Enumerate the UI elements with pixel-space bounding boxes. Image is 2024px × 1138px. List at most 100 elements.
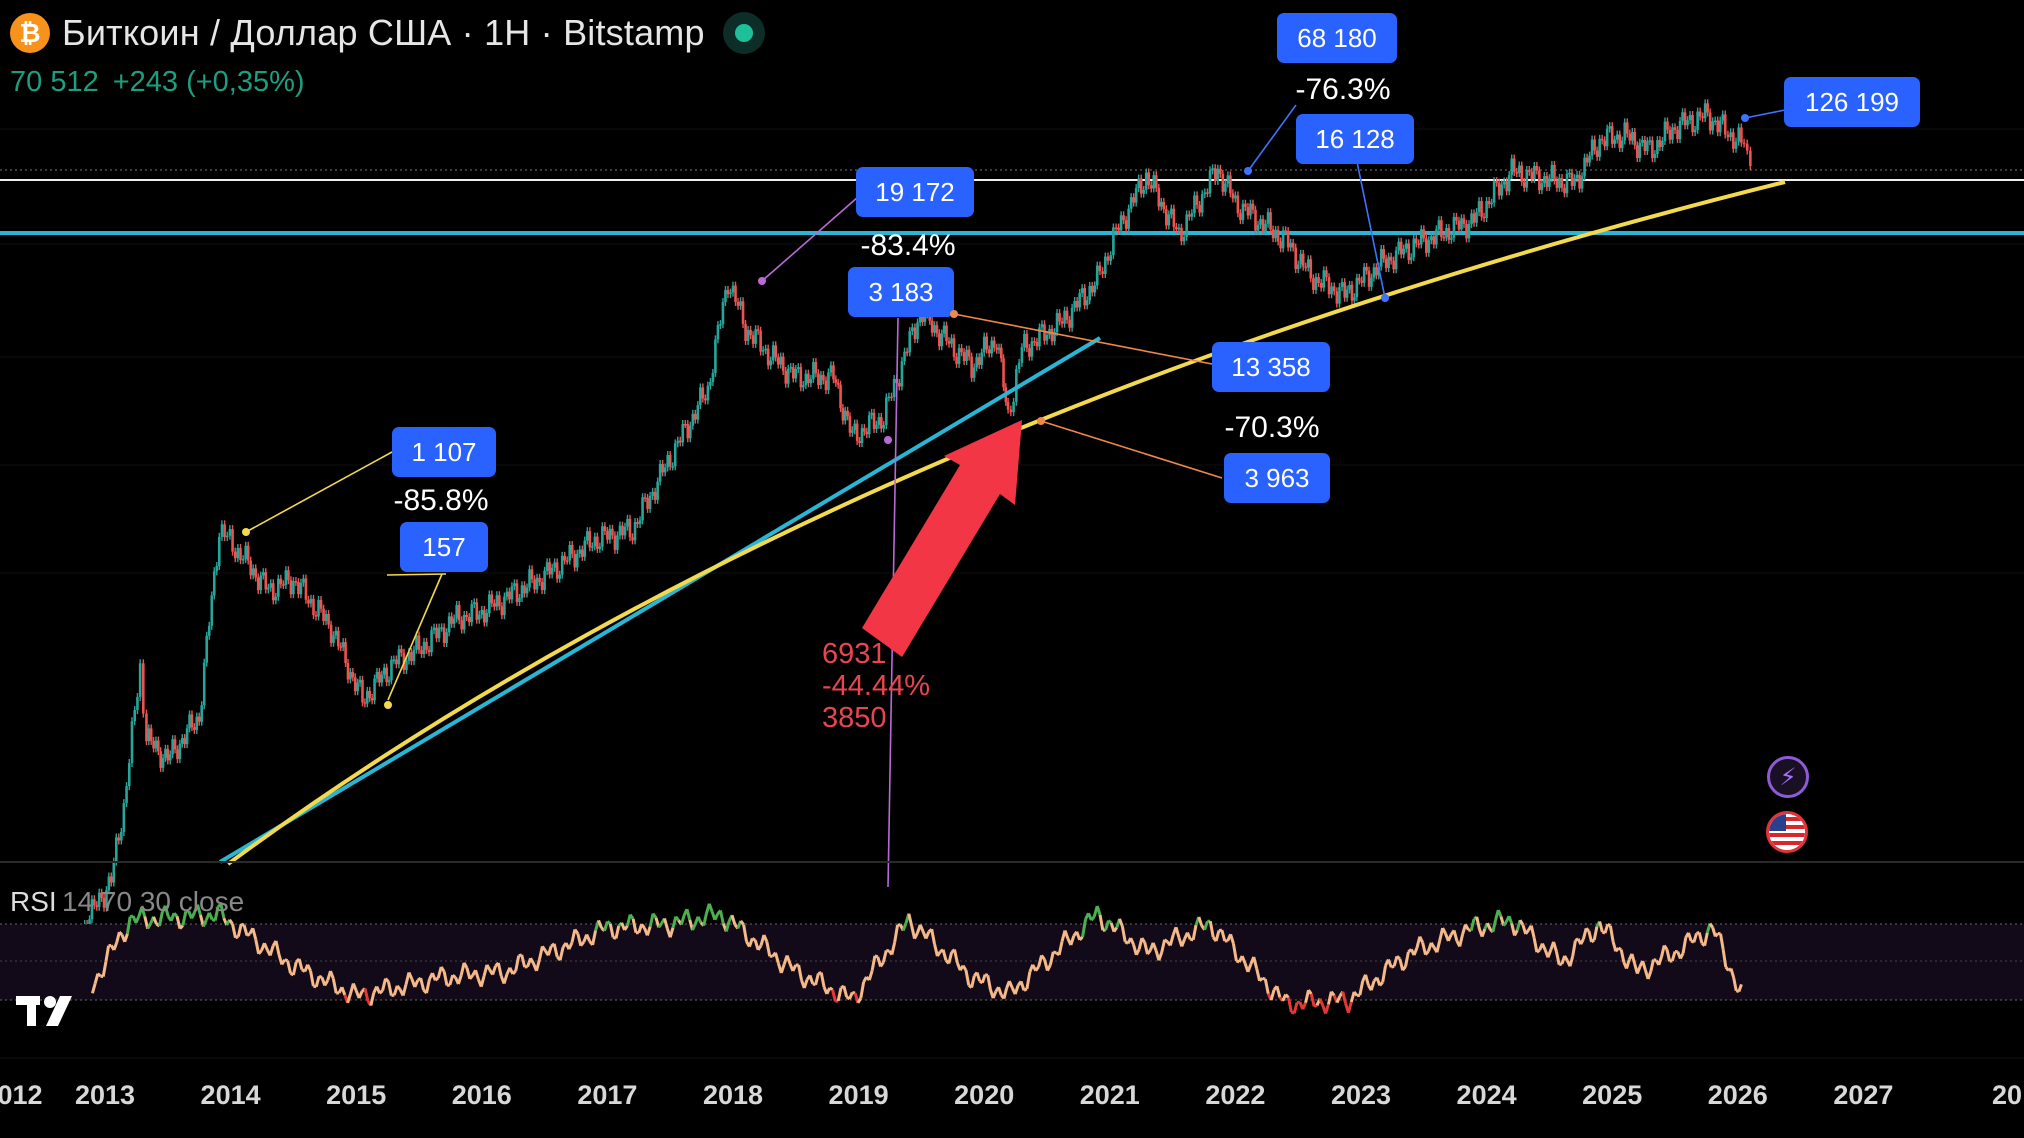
rsi-segment <box>1392 955 1399 967</box>
trend-lines <box>218 180 1786 866</box>
candle-body <box>950 338 953 344</box>
leader-line <box>387 573 443 701</box>
candle-body <box>1224 183 1227 192</box>
candle-body <box>1480 201 1483 217</box>
us-flag-icon[interactable] <box>1766 811 1808 853</box>
candle-body <box>970 356 973 378</box>
rsi-segment <box>1307 989 1313 995</box>
candle-body <box>739 301 742 306</box>
candle-body <box>375 671 379 679</box>
rsi-segment <box>152 916 158 925</box>
candle-body <box>1157 187 1161 207</box>
candle-body <box>390 659 393 681</box>
annotations: 1 107 -85.8% 157 19 172 -83.4% 3 183 13 358 -70… <box>242 13 1920 888</box>
candle-body <box>387 680 391 683</box>
candle-body <box>1394 250 1398 270</box>
candle-body <box>100 892 103 898</box>
candle-body <box>814 362 818 374</box>
rsi-segment <box>96 972 102 978</box>
candle-body <box>528 569 531 588</box>
rsi-segment <box>1252 956 1259 969</box>
rsi-segment <box>856 997 863 1004</box>
candle-body <box>603 526 607 531</box>
candle-body <box>1651 140 1654 159</box>
rsi-segment <box>1120 926 1127 942</box>
rsi-segment <box>1069 935 1076 946</box>
candle-body <box>1389 256 1393 261</box>
rsi-segment <box>125 916 132 934</box>
rsi-segment <box>756 944 763 951</box>
candle-body <box>1399 241 1403 255</box>
candle-body <box>251 568 255 576</box>
candle-body <box>1560 177 1564 188</box>
rsi-segment <box>1313 1003 1318 1008</box>
candle-body <box>1563 187 1566 194</box>
rsi-segment <box>202 919 208 928</box>
rsi-segment <box>1381 965 1388 983</box>
label-bottom-3963-text: 3 963 <box>1244 463 1309 493</box>
candle-body <box>127 762 131 787</box>
candle-body <box>1231 193 1235 199</box>
candle-body <box>843 410 847 421</box>
candle-body <box>611 528 614 536</box>
tradingview-logo[interactable] <box>14 992 86 1030</box>
rsi-segment <box>1529 925 1536 938</box>
candle-body <box>405 660 408 671</box>
candle-body <box>957 348 961 364</box>
candle-body <box>940 333 944 347</box>
candle-body <box>791 367 795 379</box>
symbol-title[interactable]: Биткоин / Доллар США · 1Н · Bitstamp <box>62 12 705 53</box>
price-line: 70 512 +243 (+0,35%) <box>10 66 319 99</box>
candle-body <box>1314 277 1318 290</box>
candle-body <box>1343 282 1346 298</box>
candle-body <box>1122 215 1125 221</box>
candle-body <box>166 748 170 761</box>
flash-icon[interactable]: ⚡ <box>1767 756 1809 798</box>
rsi-segment <box>608 923 615 938</box>
x-tick-label: 2025 <box>1582 1080 1642 1110</box>
candle-body <box>836 382 840 385</box>
candle-body <box>392 659 396 661</box>
rsi-segment <box>1107 919 1113 925</box>
candle-body <box>332 635 335 643</box>
candle-body <box>442 627 446 644</box>
candle-body <box>523 585 526 594</box>
market-status-icon[interactable] <box>722 12 765 54</box>
rsi-segment <box>1326 991 1333 1005</box>
rsi-segment <box>1352 990 1359 997</box>
rsi-segment <box>828 986 834 991</box>
candle-body <box>1495 181 1498 183</box>
candle-body <box>351 672 355 678</box>
candle-body <box>1338 287 1341 304</box>
rsi-segment <box>1458 933 1465 947</box>
rsi-segment <box>573 928 580 935</box>
rsi-segment <box>901 922 908 931</box>
candle-body <box>149 728 153 741</box>
label-bottom-16128-box <box>1296 114 1414 164</box>
candle-body <box>515 583 519 602</box>
candle-body <box>779 356 783 365</box>
candle-body <box>1239 213 1242 221</box>
candle-body <box>1276 229 1280 242</box>
rsi-segment <box>1081 919 1087 938</box>
candle-body <box>1129 197 1133 209</box>
candle-body <box>1417 243 1421 245</box>
candle-body <box>1648 140 1652 142</box>
rsi-segment <box>893 924 900 943</box>
candle-body <box>395 659 398 665</box>
candle-body <box>1269 212 1272 230</box>
candle-body <box>105 890 108 908</box>
candle-body <box>1296 264 1300 270</box>
candle-body <box>472 602 476 605</box>
x-tick-label: 2022 <box>1205 1080 1265 1110</box>
candle-body <box>1281 230 1285 249</box>
rsi-segment <box>1558 962 1563 967</box>
candle-body <box>1502 181 1506 185</box>
candle-body <box>955 356 958 364</box>
bottom-marker <box>384 701 392 709</box>
candle-body <box>1440 220 1443 238</box>
rsi-segment <box>657 922 663 929</box>
candle-body <box>550 567 554 575</box>
rsi-segment <box>1160 939 1167 953</box>
